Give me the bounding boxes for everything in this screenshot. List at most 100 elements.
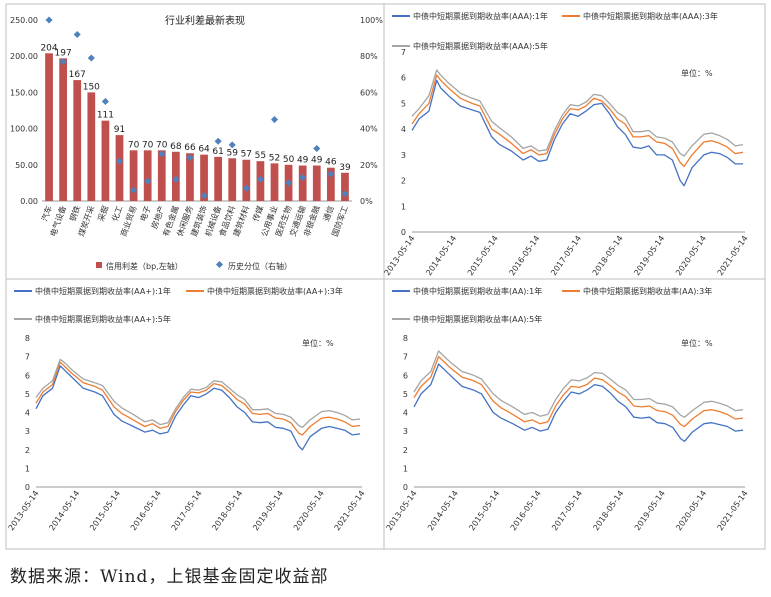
bar-data-label: 167 — [69, 70, 86, 80]
y-tick-label: 6 — [25, 371, 30, 380]
bar — [200, 154, 208, 201]
percentile-marker — [158, 150, 166, 158]
legend-label: 中债中短期票据到期收益率(AA+):1年 — [35, 286, 171, 296]
percentile-marker — [256, 175, 264, 183]
percentile-marker — [172, 175, 180, 183]
x-tick-label: 传媒 — [250, 204, 265, 222]
percentile-marker — [73, 30, 81, 39]
percentile-marker — [327, 170, 335, 178]
percentile-marker — [299, 173, 307, 182]
legend-label: 中债中短期票据到期收益率(AA+):5年 — [35, 314, 171, 324]
percentile-marker — [200, 192, 208, 200]
bar — [228, 158, 237, 201]
bar-data-label: 204 — [40, 43, 57, 53]
y-tick-label: 6 — [401, 74, 406, 83]
x-tick-label: 2015-05-14 — [467, 489, 501, 532]
bar-data-label: 52 — [269, 153, 280, 163]
legend-label-spread: 信用利差（bp,左轴） — [106, 261, 183, 271]
x-tick-label: 2017-05-14 — [170, 489, 204, 532]
bar-data-label: 64 — [198, 145, 210, 155]
x-tick-label: 化工 — [110, 204, 125, 222]
series-line — [35, 365, 361, 451]
y2-tick-label: 20% — [360, 161, 378, 170]
y-tick-label: 7 — [403, 353, 408, 362]
y-tick-label: 4 — [401, 125, 406, 134]
y-tick-label: 5 — [403, 390, 408, 399]
bar-data-label: 55 — [255, 151, 266, 161]
bar — [129, 150, 138, 201]
x-tick-label: 2013-05-14 — [7, 489, 41, 532]
percentile-marker — [130, 186, 138, 194]
bar — [45, 53, 53, 201]
bar-data-label: 46 — [325, 158, 337, 168]
x-tick-label: 2018-05-14 — [591, 489, 625, 532]
legend-swatch-spread — [96, 262, 102, 268]
x-tick-label: 2017-05-14 — [550, 489, 584, 532]
y2-tick-label: 0% — [360, 197, 373, 206]
bar — [59, 58, 68, 201]
y-tick-label: 4 — [25, 409, 30, 418]
bar — [326, 167, 335, 201]
percentile-marker — [341, 190, 349, 198]
y2-tick-label: 40% — [360, 125, 378, 134]
legend-label: 中债中短期票据到期收益率(AAA):5年 — [413, 41, 548, 51]
x-tick-label: 2017-05-14 — [549, 234, 583, 277]
chart-title: 行业利差最新表现 — [165, 14, 245, 27]
y-tick-label: 150.00 — [10, 88, 38, 97]
x-tick-label: 2014-05-14 — [426, 489, 460, 532]
bar-data-label: 111 — [97, 111, 114, 121]
bar — [115, 135, 124, 201]
bar-data-label: 66 — [184, 143, 196, 153]
x-tick-label: 2013-05-14 — [385, 489, 419, 532]
x-tick-label: 2014-05-14 — [47, 489, 81, 532]
y-tick-label: 8 — [25, 334, 30, 343]
y-tick-label: 7 — [25, 353, 30, 362]
y-tick-label: 1 — [401, 202, 406, 211]
percentile-marker — [101, 97, 109, 105]
y-tick-label: 250.00 — [10, 16, 38, 25]
y-tick-label: 0 — [25, 483, 30, 492]
bar-data-label: 49 — [297, 156, 309, 166]
x-tick-label: 2020-05-14 — [674, 234, 708, 277]
percentile-marker — [313, 144, 321, 153]
series-line — [413, 363, 744, 443]
y-tick-label: 1 — [25, 464, 30, 473]
bar — [242, 159, 251, 201]
bar-data-label: 197 — [55, 48, 72, 58]
unit-label: 单位：% — [681, 68, 713, 78]
bar-data-label: 50 — [283, 155, 295, 165]
series-line — [35, 358, 361, 429]
series-line — [411, 74, 744, 168]
bar — [186, 153, 194, 201]
x-tick-label: 通信 — [321, 204, 336, 222]
bar-data-label: 70 — [128, 140, 140, 150]
bar — [157, 150, 166, 201]
y-tick-label: 5 — [401, 99, 406, 108]
x-tick-label: 2015-05-14 — [466, 234, 500, 277]
y2-tick-label: 60% — [360, 88, 378, 97]
y-tick-label: 50.00 — [15, 161, 38, 170]
y2-tick-label: 80% — [360, 52, 378, 61]
bar-data-label: 49 — [311, 156, 323, 166]
series-line — [413, 350, 744, 418]
bar-data-label: 70 — [142, 140, 154, 150]
x-tick-label: 2013-05-14 — [383, 234, 417, 277]
bar-data-label: 70 — [156, 140, 168, 150]
x-tick-label: 2016-05-14 — [129, 489, 163, 532]
y-tick-label: 0 — [401, 228, 406, 237]
bar — [312, 165, 321, 201]
y-tick-label: 200.00 — [10, 52, 38, 61]
x-tick-label: 电子 — [138, 204, 153, 222]
legend-label: 中债中短期票据到期收益率(AA):1年 — [413, 286, 542, 296]
percentile-marker — [214, 137, 222, 145]
legend-label: 中债中短期票据到期收益率(AAA):3年 — [583, 11, 718, 21]
bar — [143, 150, 152, 201]
x-tick-label: 钢铁 — [67, 204, 82, 222]
percentile-marker — [87, 54, 95, 62]
legend-label: 中债中短期票据到期收益率(AA):3年 — [583, 286, 712, 296]
bar — [298, 165, 307, 201]
y-tick-label: 0 — [403, 483, 408, 492]
y-tick-label: 0.00 — [20, 197, 38, 206]
